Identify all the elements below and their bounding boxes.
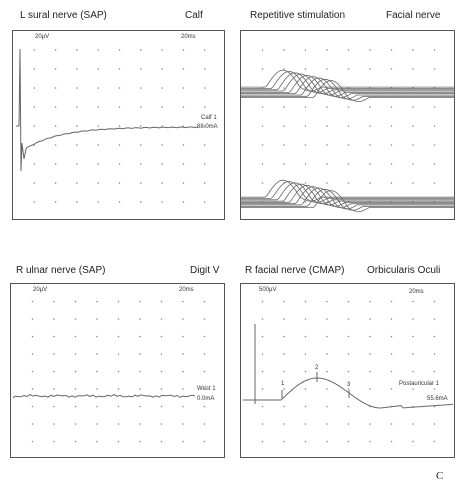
figure-panel-letter: C <box>436 470 444 482</box>
ulnar-grid-dots <box>31 300 206 443</box>
repetitive-upper-sweep-7 <box>241 77 455 100</box>
facial-trace-plot <box>243 300 454 443</box>
facial-amp-scale: 500µV <box>259 287 277 293</box>
repetitive-lower-sweep-3 <box>241 182 455 205</box>
sural-title: L sural nerve (SAP) <box>20 10 107 21</box>
facial-stim-intensity: 55.6mA <box>427 396 448 402</box>
repetitive-upper-sweep-6 <box>241 76 455 99</box>
facial-marker-2: 2 <box>315 365 319 371</box>
sural-stim-intensity: 88.0mA <box>197 124 218 130</box>
repetitive-lower-sweep-5 <box>241 184 455 207</box>
repetitive-upper-sweep-9 <box>241 80 455 102</box>
ulnar-trace-frame: 20µV 20ms Wrist 1 0.0mA <box>10 283 225 458</box>
sural-trace-line <box>16 48 199 172</box>
repetitive-title: Repetitive stimulation <box>250 10 346 21</box>
facial-marker-3: 3 <box>347 382 351 388</box>
repetitive-lower-sweep-8 <box>241 188 455 211</box>
facial-trace-frame: 500µV 20ms Postauricular 1 55.6mA 1 2 3 <box>240 283 455 458</box>
repetitive-grid-dots <box>261 49 436 203</box>
repetitive-lower-sweep-4 <box>241 183 455 206</box>
sural-amp-scale: 20µV <box>35 34 50 40</box>
ulnar-amp-scale: 20µV <box>33 287 48 293</box>
sural-trace-frame: 20µV 20ms Calf 1 88.0mA <box>12 30 225 220</box>
repetitive-trace-frame <box>240 30 455 220</box>
ulnar-site: Digit V <box>190 265 220 276</box>
facial-title: R facial nerve (CMAP) <box>245 265 345 276</box>
sural-site: Calf <box>185 10 203 21</box>
ulnar-title: R ulnar nerve (SAP) <box>16 265 106 276</box>
facial-grid-dots <box>261 300 436 443</box>
ulnar-stim-intensity: 0.0mA <box>197 396 215 402</box>
repetitive-upper-sweep-1 <box>241 69 455 92</box>
repetitive-lower-sweep-2 <box>241 180 455 203</box>
facial-time-scale: 20ms <box>409 289 424 295</box>
sural-grid-dots <box>33 49 206 203</box>
ulnar-trace-plot <box>12 300 206 443</box>
facial-site: Orbicularis Oculi <box>367 265 441 276</box>
repetitive-upper-sweep-8 <box>241 78 455 101</box>
facial-trace-label: Postauricular 1 <box>399 381 440 387</box>
ulnar-time-scale: 20ms <box>179 287 194 293</box>
facial-trace-line <box>243 377 454 409</box>
ulnar-trace-line <box>12 394 196 399</box>
sural-trace-plot <box>16 48 206 203</box>
repetitive-lower-sweep-9 <box>241 190 455 212</box>
repetitive-trace-plot <box>241 49 455 212</box>
sural-trace-label: Calf 1 <box>201 115 217 121</box>
repetitive-site: Facial nerve <box>386 10 441 21</box>
facial-marker-1: 1 <box>281 381 285 387</box>
repetitive-upper-sweep-2 <box>241 71 455 93</box>
repetitive-lower-sweep-1 <box>241 179 455 202</box>
repetitive-lower-sweep-6 <box>241 186 455 209</box>
repetitive-upper-sweep-5 <box>241 74 455 97</box>
repetitive-upper-sweep-4 <box>241 73 455 96</box>
repetitive-upper-sweep-3 <box>241 72 455 95</box>
sural-time-scale: 20ms <box>181 34 196 40</box>
repetitive-lower-sweep-7 <box>241 187 455 210</box>
ulnar-trace-label: Wrist 1 <box>197 386 216 392</box>
